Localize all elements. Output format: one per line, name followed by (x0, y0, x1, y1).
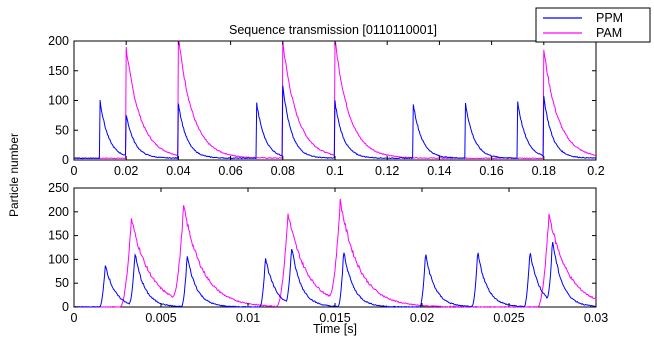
y-tick-label: 0 (62, 300, 69, 314)
x-tick-label: 0.01 (236, 311, 260, 325)
y-tick-label: 200 (48, 205, 69, 219)
x-tick-label: 0.14 (427, 164, 451, 178)
x-tick-label: 0.06 (218, 164, 242, 178)
x-tick-label: 0.02 (410, 311, 434, 325)
y-tick-label: 250 (48, 181, 69, 195)
x-tick-label: 0.02 (114, 164, 138, 178)
y-axis-label: Particle number (7, 133, 21, 217)
top-axis-ticks: 0 0.02 0.04 0.06 0.08 0.1 0.12 0.14 0.16 0.18 0.2 0… (48, 34, 605, 178)
bottom-axis-ticks: 0 0.005 0.01 0.015 0.02 0.025 0.03 0 50 100 150 200… (48, 181, 608, 325)
y-tick-label: 200 (48, 34, 69, 48)
x-tick-label: 0.015 (319, 311, 350, 325)
bottom-plot-frame (73, 187, 597, 308)
x-tick-label: 0.1 (326, 164, 343, 178)
series-line-ppm (73, 85, 597, 160)
y-tick-label: 150 (48, 229, 69, 243)
y-tick-label: 100 (48, 252, 69, 266)
x-tick-label: 0.005 (145, 311, 176, 325)
legend-box (535, 7, 651, 43)
y-tick-label: 0 (62, 153, 69, 167)
bottom-chart: 0 0.005 0.01 0.015 0.02 0.025 0.03 0 50 100 150 200… (48, 181, 608, 336)
legend-pam-label: PAM (596, 26, 622, 40)
top-chart-title: Sequence transmission [0110110001] (229, 23, 437, 37)
x-tick-label: 0.025 (493, 311, 524, 325)
legend-ppm-label: PPM (596, 11, 623, 25)
x-tick-label: 0.2 (587, 164, 604, 178)
legend: PPM PAM (535, 7, 651, 43)
x-tick-label: 0.18 (532, 164, 556, 178)
x-tick-label: 0.03 (584, 311, 608, 325)
x-tick-label: 0 (71, 311, 78, 325)
top-chart: Sequence transmission [0110110001] 0 0.02… (48, 23, 605, 178)
x-tick-label: 0.12 (375, 164, 399, 178)
y-tick-label: 50 (55, 123, 69, 137)
x-tick-label: 0.08 (271, 164, 295, 178)
x-tick-label: 0 (71, 164, 78, 178)
y-tick-label: 150 (48, 64, 69, 78)
x-tick-label: 0.16 (479, 164, 503, 178)
x-tick-label: 0.04 (166, 164, 190, 178)
x-axis-label: Time [s] (313, 322, 357, 336)
y-tick-label: 50 (55, 276, 69, 290)
y-tick-label: 100 (48, 94, 69, 108)
